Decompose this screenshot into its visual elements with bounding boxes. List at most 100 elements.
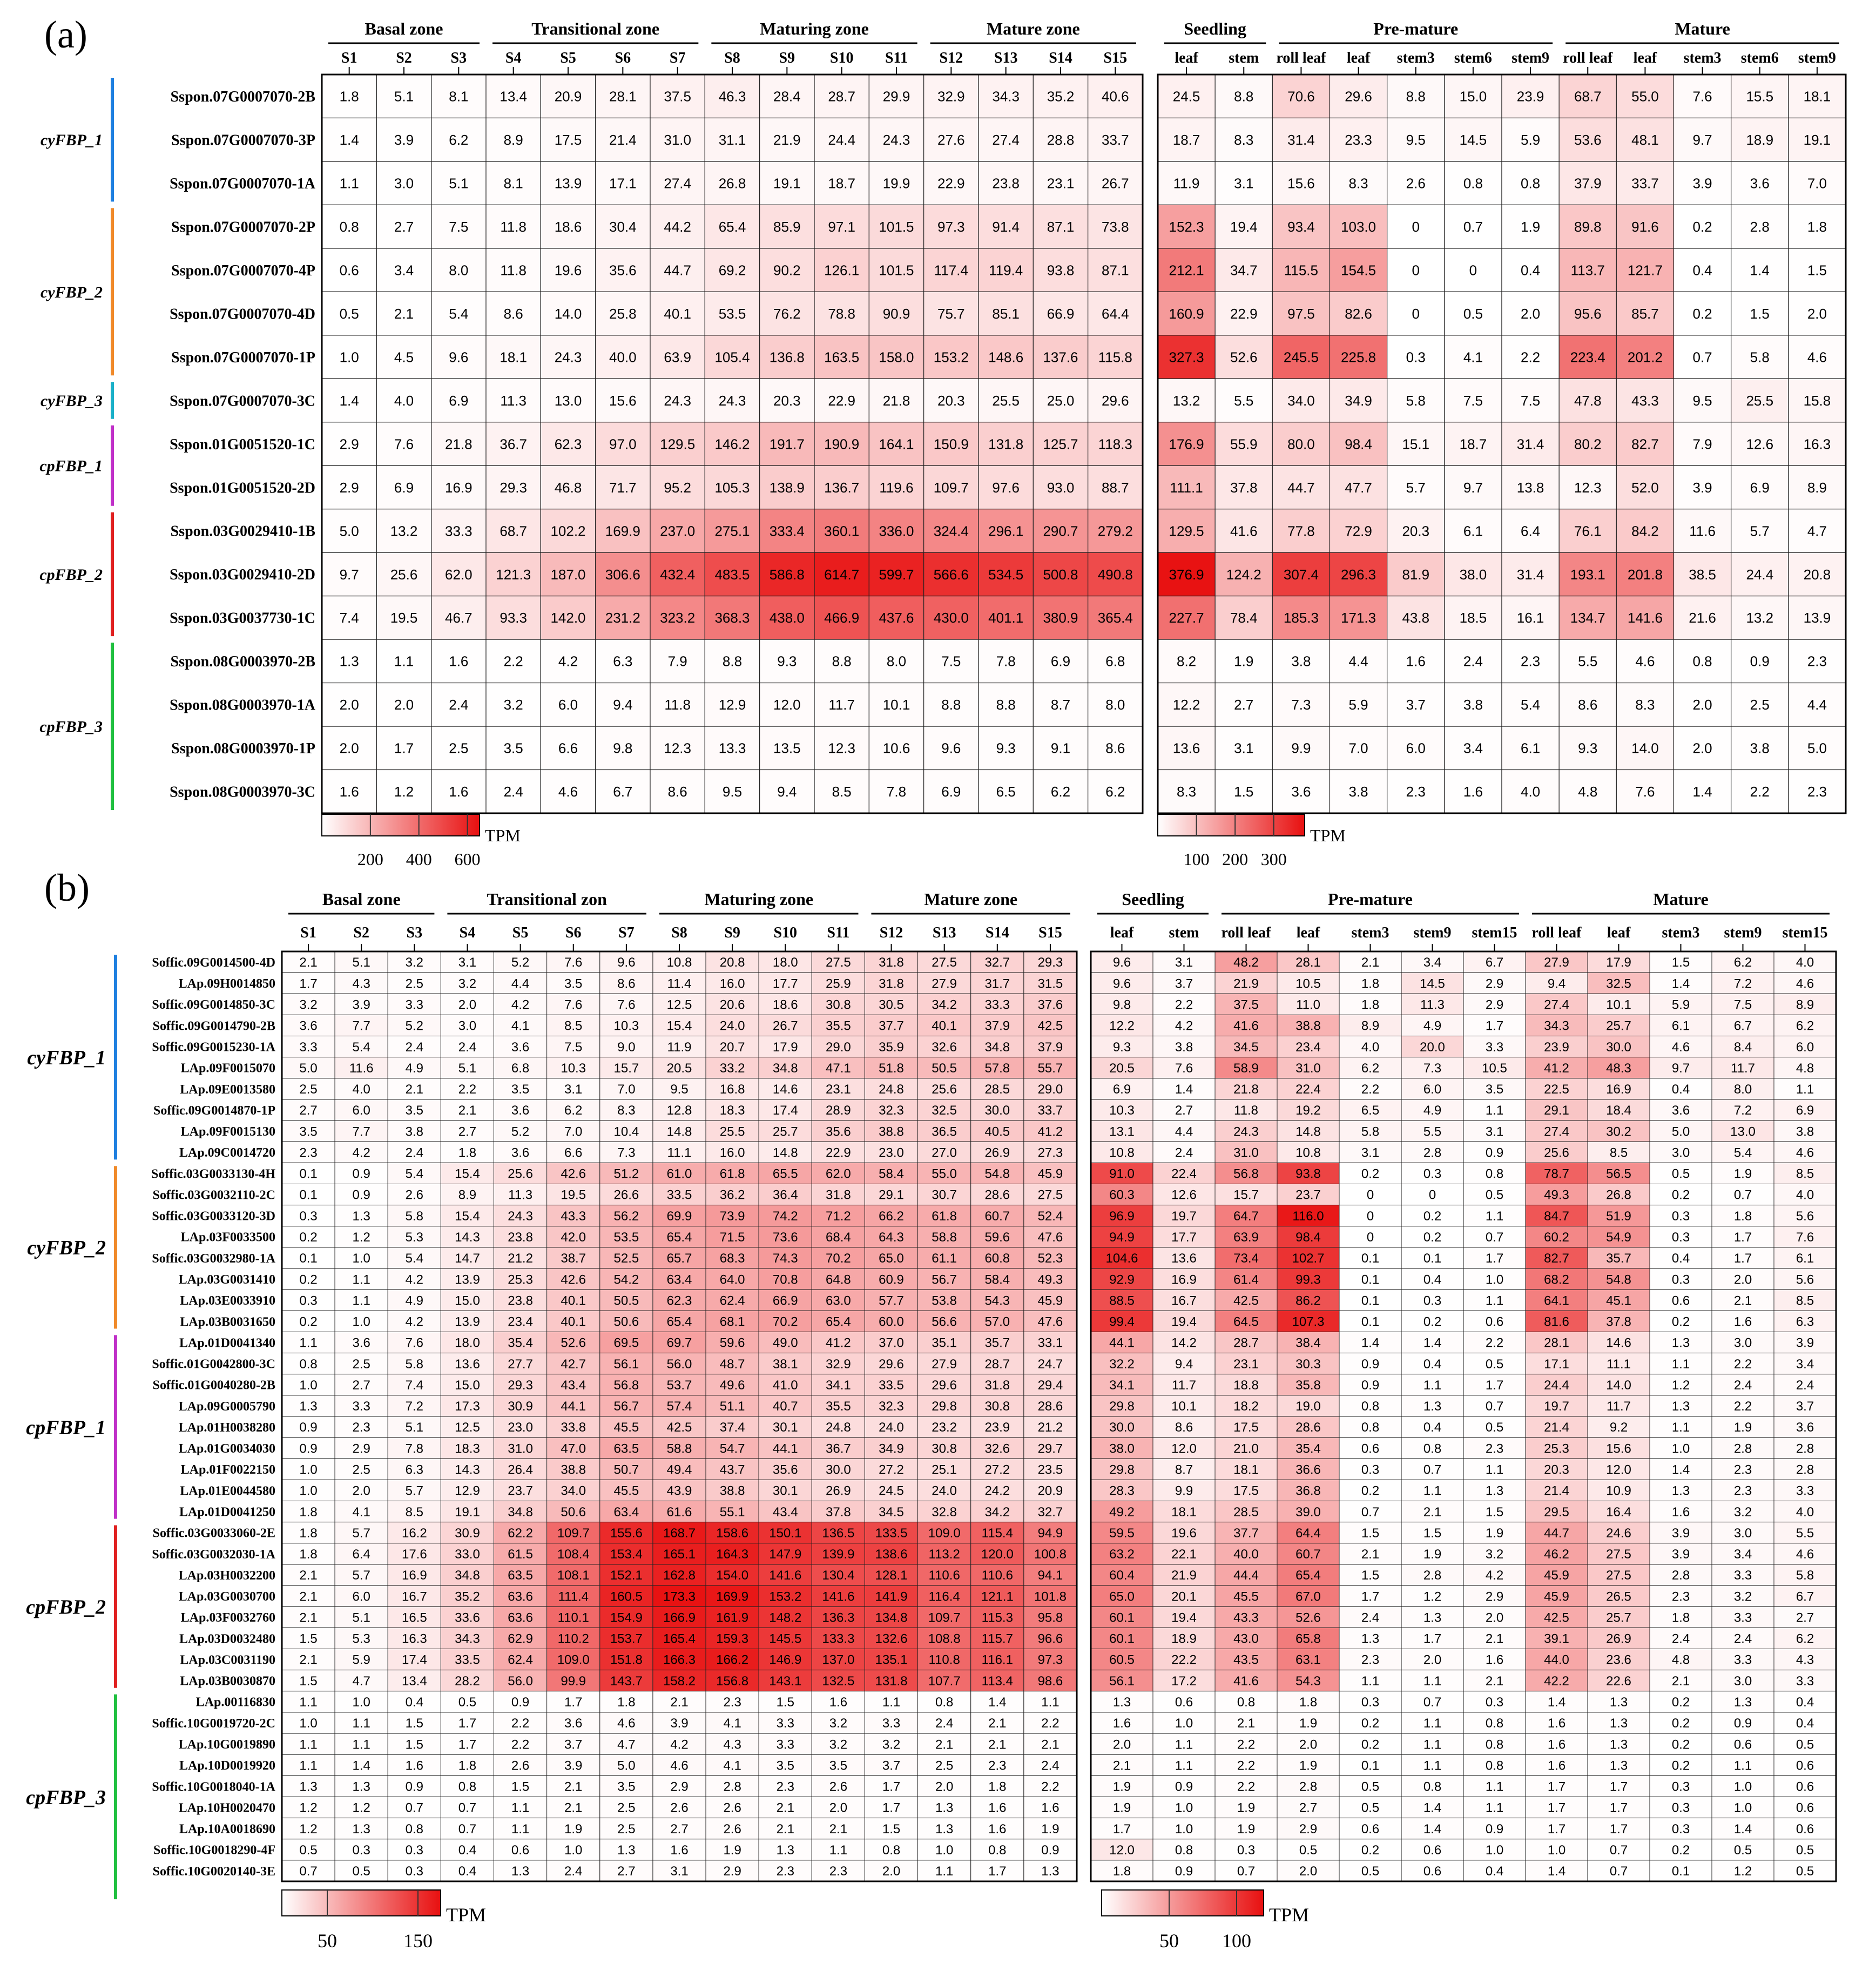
sample-label: S6 — [615, 50, 631, 66]
cell-value: 34.9 — [879, 1441, 904, 1456]
cell-value: 131.8 — [875, 1674, 908, 1689]
cell-value: 0.7 — [458, 1822, 476, 1837]
heat-cell — [1329, 769, 1388, 814]
heat-cell — [1023, 972, 1077, 994]
cell-value: 31.0 — [664, 132, 691, 148]
cell-value: 31.5 — [1038, 976, 1063, 991]
cell-value: 56.7 — [614, 1399, 639, 1414]
cell-value: 16.9 — [1171, 1272, 1197, 1287]
cell-value: 65.4 — [1295, 1568, 1321, 1583]
heat-cell — [704, 769, 760, 814]
cell-value: 7.3 — [1291, 697, 1311, 713]
cell-value: 3.9 — [1672, 1526, 1690, 1541]
cell-value: 2.8 — [723, 1780, 741, 1794]
cell-value: 8.9 — [504, 132, 523, 148]
cell-value: 141.6 — [1628, 610, 1663, 626]
cell-value: 1.5 — [1234, 784, 1253, 800]
cell-value: 225.8 — [1341, 349, 1376, 365]
cell-value: 8.9 — [1361, 1019, 1379, 1034]
family-label: cyFBP_2 — [41, 283, 103, 301]
cell-value: 24.0 — [932, 1484, 957, 1498]
heat-cell — [1214, 161, 1273, 206]
cell-value: 0.2 — [1672, 1758, 1690, 1773]
family-label: cyFBP_3 — [41, 392, 103, 410]
gene-label: Soffic.09G0014790-2B — [153, 1019, 275, 1033]
cell-value: 151.8 — [610, 1653, 643, 1668]
heat-cell — [1616, 378, 1675, 423]
heat-cell — [1444, 248, 1502, 292]
cell-value: 28.3 — [1109, 1484, 1135, 1498]
cell-value: 1.8 — [340, 89, 359, 105]
heat-cell — [1616, 74, 1675, 119]
cell-value: 32.7 — [984, 955, 1010, 970]
cell-value: 54.2 — [614, 1272, 639, 1287]
heat-cell — [978, 248, 1034, 292]
cell-value: 48.2 — [1233, 955, 1259, 970]
cell-value: 16.9 — [402, 1568, 427, 1583]
cell-value: 7.7 — [353, 1124, 370, 1139]
family-label: cpFBP_3 — [39, 718, 103, 736]
cell-value: 34.8 — [773, 1061, 798, 1076]
cell-value: 0.8 — [1486, 1167, 1503, 1182]
cell-value: 71.7 — [609, 480, 637, 496]
heat-cell — [1616, 204, 1675, 249]
cell-value: 27.5 — [1606, 1568, 1631, 1583]
cell-value: 75.7 — [937, 306, 965, 322]
cell-value: 11.1 — [667, 1145, 692, 1160]
heat-cell — [321, 596, 377, 640]
gene-label: LAp.00116830 — [196, 1696, 275, 1710]
cell-value: 279.2 — [1098, 523, 1133, 539]
cell-value: 71.5 — [720, 1230, 745, 1245]
cell-value: 0.6 — [1361, 1441, 1379, 1456]
cell-value: 4.7 — [1807, 523, 1827, 539]
heat-cell — [923, 682, 979, 727]
group-label: Mature zone — [924, 889, 1017, 909]
cell-value: 77.8 — [1287, 523, 1315, 539]
cell-value: 1.1 — [1361, 1674, 1379, 1689]
cell-value: 1.8 — [299, 1505, 317, 1520]
cell-value: 22.9 — [1230, 306, 1258, 322]
cell-value: 1.1 — [1423, 1378, 1441, 1393]
cell-value: 153.2 — [934, 349, 969, 365]
cell-value: 5.2 — [511, 1124, 529, 1139]
cell-value: 11.8 — [664, 697, 691, 713]
cell-value: 30.4 — [609, 219, 637, 235]
heat-cell — [652, 951, 706, 973]
cell-value: 8.8 — [1234, 89, 1253, 105]
gene-label: Sspon.03G0037730-1C — [170, 610, 315, 627]
cell-value: 2.4 — [1672, 1632, 1690, 1646]
group-label: Seedling — [1184, 19, 1246, 38]
cell-value: 6.2 — [1361, 1061, 1379, 1076]
cell-value: 29.6 — [1102, 393, 1129, 409]
cell-value: 44.1 — [773, 1441, 798, 1456]
cell-value: 27.3 — [1038, 1145, 1063, 1160]
cell-value: 115.4 — [982, 1526, 1013, 1541]
cell-value: 76.2 — [773, 306, 801, 322]
cell-value: 158.2 — [663, 1674, 696, 1689]
cell-value: 2.9 — [340, 480, 359, 496]
cell-value: 54.3 — [984, 1293, 1010, 1308]
scale-tick-label: 600 — [455, 849, 481, 869]
heat-cell — [923, 161, 979, 206]
sample-label: S3 — [451, 50, 467, 66]
cell-value: 28.7 — [984, 1357, 1010, 1372]
cell-value: 121.3 — [496, 566, 531, 583]
cell-value: 19.7 — [1171, 1209, 1197, 1224]
cell-value: 81.9 — [1402, 566, 1429, 583]
gene-label: Sspon.07G0007070-3P — [171, 132, 315, 149]
cell-value: 2.9 — [1486, 976, 1503, 991]
cell-value: 49.3 — [1038, 1272, 1063, 1287]
cell-value: 24.3 — [555, 349, 582, 365]
heat-cell — [1387, 509, 1445, 553]
heat-cell — [1088, 769, 1143, 814]
cell-value: 35.4 — [1295, 1441, 1321, 1456]
cell-value: 0.7 — [1610, 1864, 1628, 1879]
cell-value: 7.6 — [617, 997, 635, 1012]
cell-value: 4.6 — [617, 1716, 635, 1731]
heat-cell — [321, 682, 377, 727]
cell-value: 0.6 — [1796, 1758, 1814, 1773]
cell-value: 2.1 — [1672, 1674, 1690, 1689]
heat-cell — [1788, 422, 1846, 466]
cell-value: 4.1 — [723, 1758, 741, 1773]
cell-value: 30.1 — [773, 1484, 798, 1498]
